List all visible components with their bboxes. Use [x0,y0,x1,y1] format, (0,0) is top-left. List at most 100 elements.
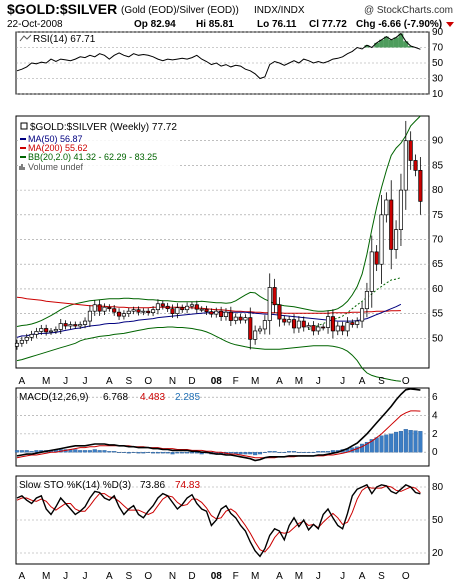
bottom-x-axis: A M J J A S O N D 08 F M A M J J A S O [19,571,410,582]
candlestick [345,317,350,337]
y-tick-label: 0 [432,447,438,458]
macd-histogram-bar [170,452,175,455]
candlestick [48,327,54,335]
y-tick-label: 50 [432,333,444,344]
candle-body [394,229,399,250]
open-value: Op 82.94 [134,19,176,30]
macd-histogram-bar [296,452,301,453]
candlestick [316,323,321,335]
candle-body [24,337,29,341]
candle-body [340,325,345,332]
macd-histogram-bar [102,450,107,453]
candlestick [267,273,272,335]
candlestick [228,306,233,326]
macd-histogram-bar [121,452,126,453]
x-tick-label: A [106,571,113,582]
candle-body [408,140,413,161]
bollinger-upper-band [16,115,421,327]
candle-body [248,317,253,340]
candlestick [360,301,365,328]
candle-body [272,287,277,306]
macd-histogram-bar [325,451,331,453]
x-tick-label: M [42,376,50,387]
candle-body [262,320,267,330]
candlestick [277,297,282,327]
y-tick-label: 30 [432,74,444,85]
candlestick [87,305,92,327]
candlestick [107,304,112,312]
macd-histogram-bar [14,450,20,453]
y-tick-label: 85 [432,160,444,171]
candle-body [165,305,170,310]
macd-legend-value: 6.768 [103,392,128,403]
candlestick [151,306,156,317]
x-tick-label: M [295,376,303,387]
candle-body [287,319,292,323]
stochastic-d-line [16,485,421,553]
candlestick [272,278,277,314]
candlestick [112,305,117,316]
rsi-legend: RSI(14) 67.71 [33,34,96,45]
candlestick [306,322,311,330]
macd-histogram-bar [360,443,365,453]
x-tick-label: O [144,376,152,387]
exchange-label: INDX/INDX [254,5,305,16]
candlestick [24,333,29,344]
y-tick-label: 60 [432,284,444,295]
candle-body [53,329,58,332]
candle-body [330,316,335,332]
macd-histogram-bar [321,451,326,453]
candle-body [214,310,219,315]
bb-legend: BB(20,2.0) 41.32 - 62.29 - 83.25 [28,152,157,162]
candle-body [316,326,321,332]
macd-legend-histogram: 2.285 [175,392,200,403]
candlestick [53,326,58,334]
macd-histogram [14,429,423,456]
candlestick [321,324,326,331]
macd-histogram-bar [389,433,394,453]
x-tick-label: J [316,376,321,387]
candle-body [146,310,151,314]
candle-body [48,330,54,333]
candlestick [189,301,195,310]
candle-body [82,320,88,325]
price-legend: $GOLD:$SILVER (Weekly) 77.72 MA(50) 56.8… [18,118,178,174]
candlestick [374,245,379,272]
candle-body [291,319,297,329]
candle-body [189,304,195,307]
macd-histogram-bar [185,452,190,454]
x-tick-label: N [169,571,176,582]
price-legend-bg [18,118,178,174]
macd-histogram-bar [131,452,136,453]
candlestick [204,305,209,316]
macd-histogram-bar [291,451,297,453]
candlestick [63,320,68,330]
macd-histogram-bar [97,450,102,453]
candlestick [413,154,418,177]
candle-body [44,328,49,333]
macd-histogram-bar [374,437,379,453]
candle-body [238,316,243,321]
candlestick [19,336,24,347]
macd-histogram-bar [141,452,146,454]
macd-histogram-bar [34,450,39,453]
candle-body [355,320,360,325]
candlestick [194,300,199,314]
candlestick [248,307,253,350]
x-tick-label: J [63,571,68,582]
price-x-axis: A M J J A S O N D 08 F M A M J J A S O [19,376,410,387]
macd-histogram-bar [248,452,253,455]
y-tick-label: 90 [432,27,444,38]
macd-panel: 6 4 2 0 MACD(12,26,9) 6.768 4.483 2.285 [14,387,438,467]
candlestick [209,308,214,318]
candle-body [160,303,165,307]
candlestick [403,120,408,210]
macd-histogram-bar [267,451,272,453]
change-value: Chg -6.66 (-7.90%) [356,19,442,30]
chart-date: 22-Oct-2008 [7,19,63,30]
candle-body [296,320,301,329]
macd-histogram-bar [272,451,277,453]
candle-body [384,199,389,216]
candlestick [253,325,258,345]
